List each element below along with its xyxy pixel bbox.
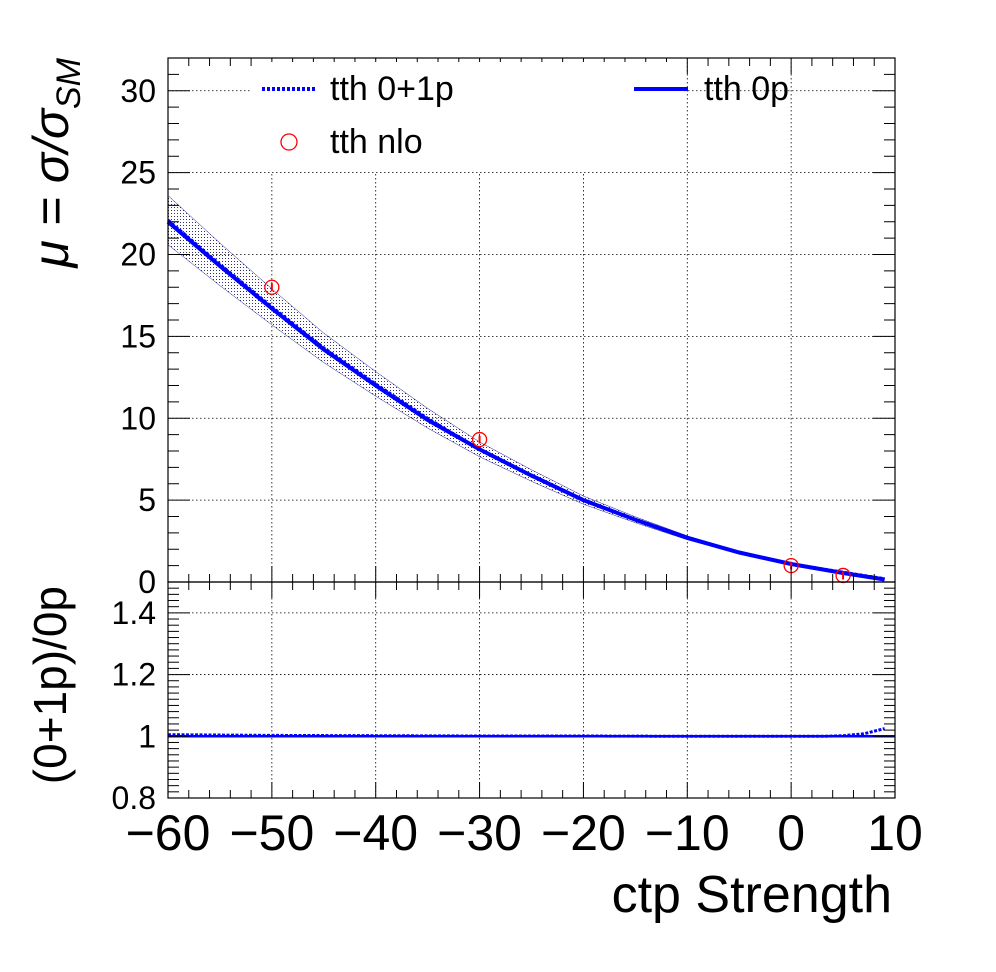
main-y-tick-label: 20 [120, 237, 156, 273]
x-tick-label: −60 [126, 805, 211, 861]
main-y-tick-label: 30 [120, 73, 156, 109]
main-y-tick-label: 0 [138, 564, 156, 600]
x-axis-label: ctp Strength [612, 866, 892, 924]
main-series [166, 218, 885, 584]
marker-tth-nlo [471, 431, 488, 448]
series-line-tth-0p [166, 220, 885, 582]
main-y-tick-label: 15 [120, 318, 156, 354]
x-tick-label: −40 [333, 805, 418, 861]
marker-tth-nlo [264, 279, 280, 295]
x-tick-label: −30 [437, 805, 522, 861]
x-tick-label: 0 [777, 805, 805, 861]
x-tick-label: −50 [229, 805, 314, 861]
ratio-series [167, 727, 895, 738]
x-tick-label: −20 [541, 805, 626, 861]
ratio-grid [168, 582, 895, 798]
main-y-axis-label-sub: SM [50, 57, 88, 109]
legend-label: tth 0p [704, 70, 789, 108]
main-y-axis-label-main: μ = σ/σ [23, 107, 79, 269]
legend-label: tth nlo [330, 123, 423, 161]
ratio-frame [167, 581, 896, 799]
ratio-y-tick-label: 1.4 [112, 595, 156, 631]
main-y-tick-label: 5 [138, 482, 156, 518]
uncertainty-band-area [167, 194, 885, 580]
x-tick-label: 10 [867, 805, 923, 861]
series-line-tth-0p1p [167, 218, 885, 581]
tick-labels: −60 −50 −40 −30 −20 −10 0 10 0 5 10 15 20 25 30 0.8 1 1.2… [112, 73, 923, 861]
main-y-axis-label: μ = σ/σSM [23, 57, 88, 269]
ratio-y-tick-label: 0.8 [112, 780, 156, 816]
axis-ticks [167, 57, 896, 799]
x-tick-label: −10 [645, 805, 730, 861]
main-y-tick-label: 25 [120, 155, 156, 191]
legend-background [252, 62, 682, 172]
main-y-tick-label: 10 [120, 400, 156, 436]
ratio-series-line [167, 727, 885, 738]
uncertainty-band [167, 194, 885, 580]
legend-swatch-circle [280, 133, 298, 151]
ratio-y-tick-label: 1 [138, 718, 156, 754]
ratio-y-tick-label: 1.2 [112, 657, 156, 693]
ratio-y-axis-label: (0+1p)/0p [24, 586, 76, 784]
legend-label: tth 0+1p [330, 70, 454, 108]
legend: tth 0+1p tth 0p tth nlo [252, 62, 789, 172]
